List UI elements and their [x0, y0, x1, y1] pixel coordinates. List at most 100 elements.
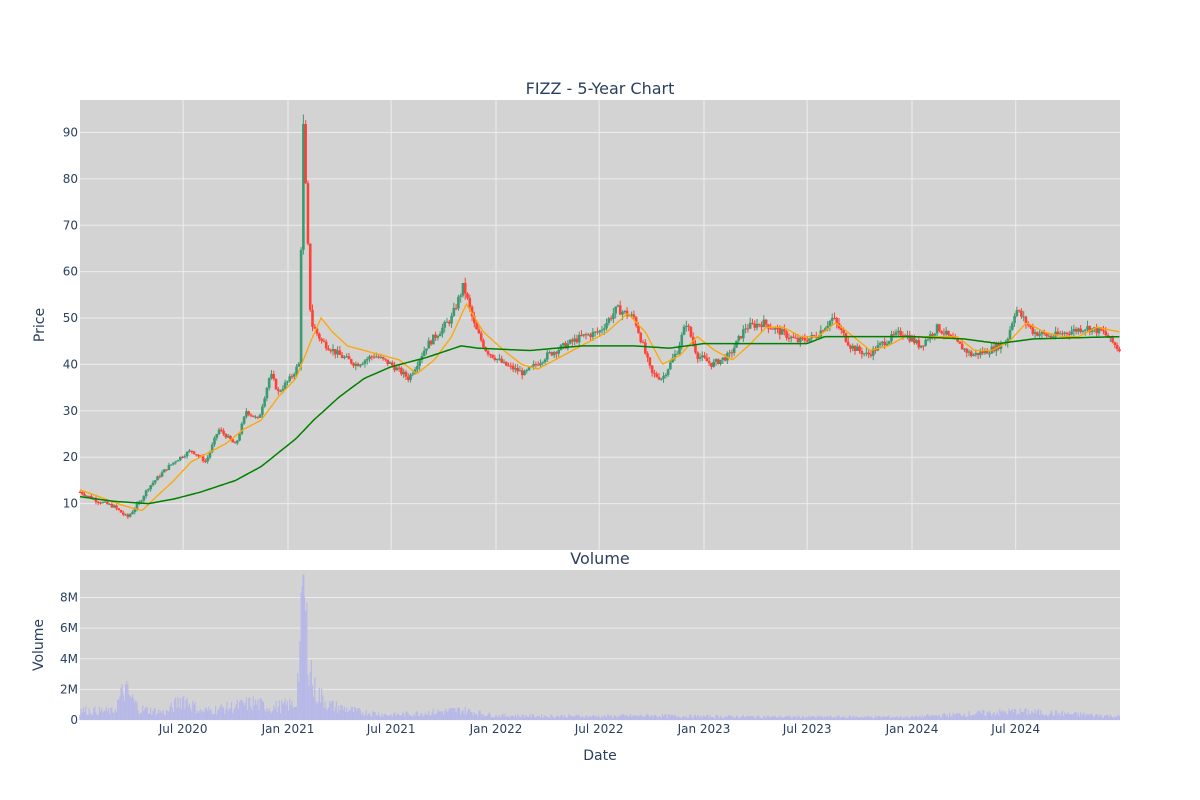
volume-bar: [127, 684, 129, 720]
volume-bar: [438, 711, 440, 720]
candle-body: [833, 317, 836, 319]
volume-bar: [132, 698, 135, 720]
volume-bar: [315, 701, 317, 720]
candle-body: [655, 373, 659, 377]
candle-body: [865, 352, 868, 354]
volume-bar: [673, 716, 675, 720]
volume-bar: [850, 718, 853, 720]
volume-bar: [1081, 715, 1083, 720]
volume-bar: [970, 715, 972, 720]
volume-bar: [322, 695, 324, 720]
volume-bar: [795, 716, 797, 720]
candle-body: [233, 442, 237, 444]
candle-body: [915, 340, 918, 344]
volume-bar: [809, 717, 812, 720]
volume-bar: [691, 717, 693, 720]
candle-body: [764, 319, 768, 325]
candle-body: [131, 512, 134, 515]
volume-bar: [285, 705, 287, 720]
volume-bar: [786, 715, 788, 720]
volume-bar: [843, 717, 845, 720]
price-grid: [80, 100, 1120, 550]
volume-bar: [383, 713, 385, 720]
volume-bar: [170, 702, 172, 720]
volume-bar: [612, 717, 614, 720]
candle-body: [908, 335, 912, 342]
candle-body: [397, 367, 401, 369]
volume-bar: [1009, 711, 1011, 720]
volume-bar: [741, 716, 743, 720]
volume-bar: [86, 714, 88, 720]
volume-bar: [868, 716, 870, 720]
candle-body: [1047, 335, 1051, 337]
volume-bar: [636, 715, 638, 720]
volume-bar: [1019, 707, 1021, 720]
volume-bar: [393, 712, 396, 720]
volume-bar: [1069, 713, 1072, 720]
candle-body: [892, 334, 896, 336]
candle-body: [390, 362, 394, 366]
volume-bar: [142, 705, 144, 720]
volume-bar: [79, 715, 81, 720]
candle-body: [849, 345, 852, 349]
candle-body: [324, 341, 328, 349]
volume-bar: [134, 702, 136, 720]
volume-bar: [556, 715, 559, 720]
candle-body: [169, 464, 173, 466]
volume-bar: [569, 715, 571, 720]
volume-bar: [760, 718, 763, 720]
volume-bar: [152, 711, 154, 720]
candle-body: [258, 414, 262, 418]
volume-bar: [339, 710, 341, 720]
volume-bar: [982, 709, 984, 720]
volume-bar: [664, 714, 666, 720]
volume-bar: [624, 715, 626, 720]
volume-bar: [258, 709, 260, 720]
volume-bar: [115, 711, 118, 720]
volume-bar: [334, 707, 336, 720]
volume-bar: [150, 707, 152, 720]
candle-body: [919, 345, 923, 348]
candle-body: [297, 363, 301, 367]
volume-bar: [277, 706, 279, 720]
volume-bar: [1089, 713, 1091, 720]
candle-body: [83, 494, 86, 496]
volume-bar: [1042, 713, 1044, 720]
volume-bar: [846, 717, 848, 720]
volume-bar: [298, 681, 300, 720]
candle-body: [716, 359, 720, 364]
volume-bar: [515, 717, 518, 720]
candle-body: [188, 450, 191, 452]
candle-body: [933, 333, 937, 336]
candle-body: [507, 365, 510, 367]
volume-bar: [104, 710, 106, 720]
volume-bar: [453, 708, 455, 720]
volume-bar: [644, 716, 646, 720]
volume-bar: [384, 713, 387, 720]
candle-body: [555, 352, 558, 354]
volume-bar: [213, 713, 216, 720]
candle-body: [142, 496, 146, 501]
volume-bar: [904, 716, 906, 720]
candle-body: [368, 356, 371, 360]
candle-body: [568, 339, 572, 344]
volume-bar: [486, 715, 488, 720]
volume-bar: [601, 715, 603, 720]
volume-bar: [980, 713, 983, 720]
volume-bar: [542, 717, 544, 720]
candle-body: [876, 345, 880, 351]
volume-bar: [895, 716, 897, 720]
candle-body: [696, 352, 700, 359]
volume-bar: [986, 711, 988, 720]
candle-body: [648, 357, 652, 366]
volume-bar: [560, 715, 562, 720]
volume-bar: [207, 710, 209, 720]
candle-body: [379, 356, 383, 358]
volume-bar: [767, 715, 769, 720]
candle-body: [1020, 310, 1023, 317]
volume-bar: [819, 715, 821, 720]
volume-bar: [399, 715, 401, 720]
volume-bar: [716, 715, 718, 720]
volume-bar: [959, 713, 961, 720]
candle-body: [240, 423, 244, 434]
